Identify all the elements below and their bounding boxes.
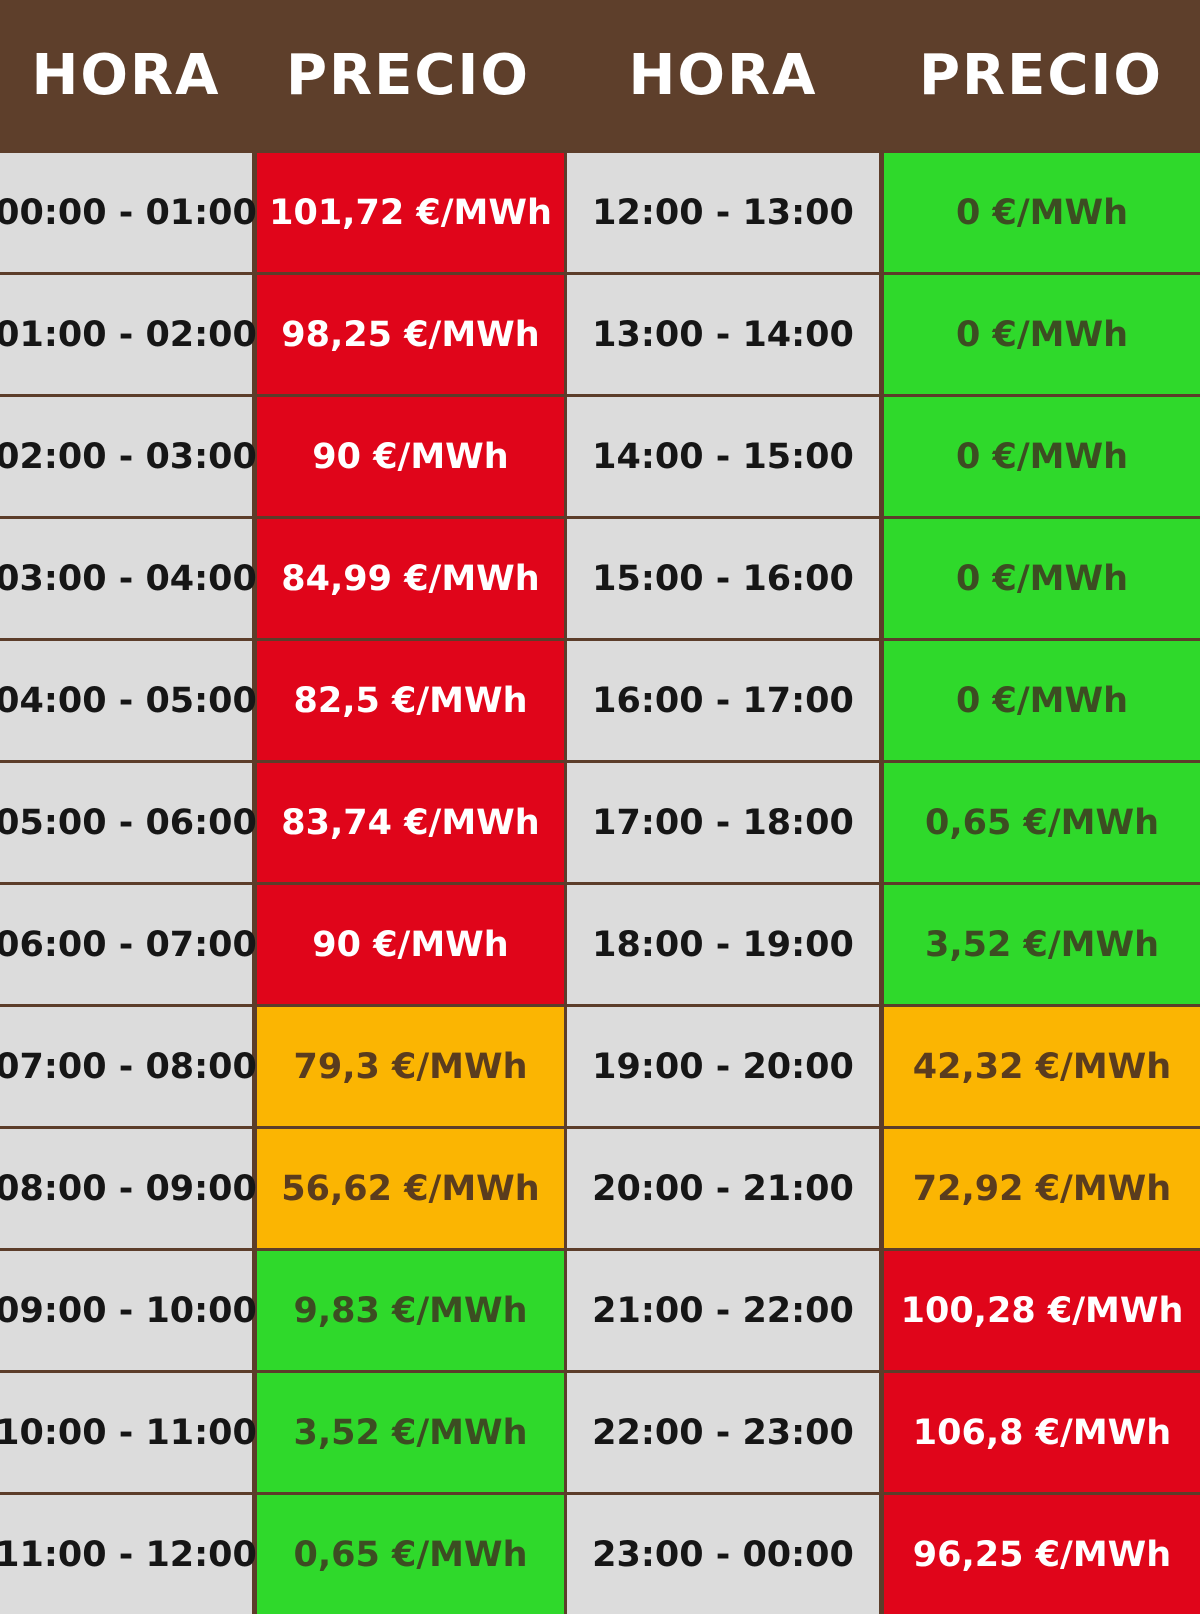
price-cell-left: 9,83 €/MWh: [257, 1251, 564, 1370]
header-hora-right: HORA: [628, 42, 818, 108]
hour-cell-left: 11:00 - 12:00: [0, 1495, 257, 1614]
header-hora-left: HORA: [31, 42, 221, 108]
price-cell-left: 0,65 €/MWh: [257, 1495, 564, 1614]
price-cell-left: 3,52 €/MWh: [257, 1373, 564, 1492]
hour-cell-left: 04:00 - 05:00: [0, 641, 257, 760]
header-precio-right: PRECIO: [919, 42, 1163, 108]
price-cell-left: 84,99 €/MWh: [257, 519, 564, 638]
hour-cell-right: 20:00 - 21:00: [567, 1129, 879, 1248]
hour-cell-right: 17:00 - 18:00: [567, 763, 879, 882]
hour-cell-left: 10:00 - 11:00: [0, 1373, 257, 1492]
price-cell-right: 106,8 €/MWh: [884, 1373, 1200, 1492]
price-cell-right: 96,25 €/MWh: [884, 1495, 1200, 1614]
hour-cell-right: 12:00 - 13:00: [567, 153, 879, 272]
header-precio-left: PRECIO: [286, 42, 530, 108]
price-cell-right: 0 €/MWh: [884, 275, 1200, 394]
hour-cell-right: 18:00 - 19:00: [567, 885, 879, 1004]
price-cell-right: 42,32 €/MWh: [884, 1007, 1200, 1126]
price-cell-right: 0 €/MWh: [884, 397, 1200, 516]
price-cell-left: 98,25 €/MWh: [257, 275, 564, 394]
hour-cell-left: 09:00 - 10:00: [0, 1251, 257, 1370]
hour-cell-right: 23:00 - 00:00: [567, 1495, 879, 1614]
price-cell-right: 100,28 €/MWh: [884, 1251, 1200, 1370]
hour-cell-right: 14:00 - 15:00: [567, 397, 879, 516]
hour-cell-left: 03:00 - 04:00: [0, 519, 257, 638]
price-cell-right: 0,65 €/MWh: [884, 763, 1200, 882]
hour-cell-left: 06:00 - 07:00: [0, 885, 257, 1004]
hour-cell-right: 19:00 - 20:00: [567, 1007, 879, 1126]
price-cell-right: 72,92 €/MWh: [884, 1129, 1200, 1248]
price-cell-left: 90 €/MWh: [257, 397, 564, 516]
price-cell-left: 90 €/MWh: [257, 885, 564, 1004]
hour-cell-left: 00:00 - 01:00: [0, 153, 257, 272]
price-cell-right: 0 €/MWh: [884, 519, 1200, 638]
hour-cell-left: 05:00 - 06:00: [0, 763, 257, 882]
price-cell-right: 0 €/MWh: [884, 641, 1200, 760]
hour-cell-left: 02:00 - 03:00: [0, 397, 257, 516]
price-cell-right: 0 €/MWh: [884, 153, 1200, 272]
price-cell-left: 82,5 €/MWh: [257, 641, 564, 760]
price-cell-left: 79,3 €/MWh: [257, 1007, 564, 1126]
table-header: HORA PRECIO HORA PRECIO: [0, 0, 1200, 150]
hour-cell-left: 08:00 - 09:00: [0, 1129, 257, 1248]
price-cell-left: 83,74 €/MWh: [257, 763, 564, 882]
price-cell-left: 101,72 €/MWh: [257, 153, 564, 272]
hour-cell-right: 15:00 - 16:00: [567, 519, 879, 638]
hour-cell-left: 07:00 - 08:00: [0, 1007, 257, 1126]
price-cell-left: 56,62 €/MWh: [257, 1129, 564, 1248]
hour-cell-left: 01:00 - 02:00: [0, 275, 257, 394]
hour-cell-right: 16:00 - 17:00: [567, 641, 879, 760]
price-cell-right: 3,52 €/MWh: [884, 885, 1200, 1004]
hour-cell-right: 21:00 - 22:00: [567, 1251, 879, 1370]
hour-cell-right: 22:00 - 23:00: [567, 1373, 879, 1492]
hour-cell-right: 13:00 - 14:00: [567, 275, 879, 394]
